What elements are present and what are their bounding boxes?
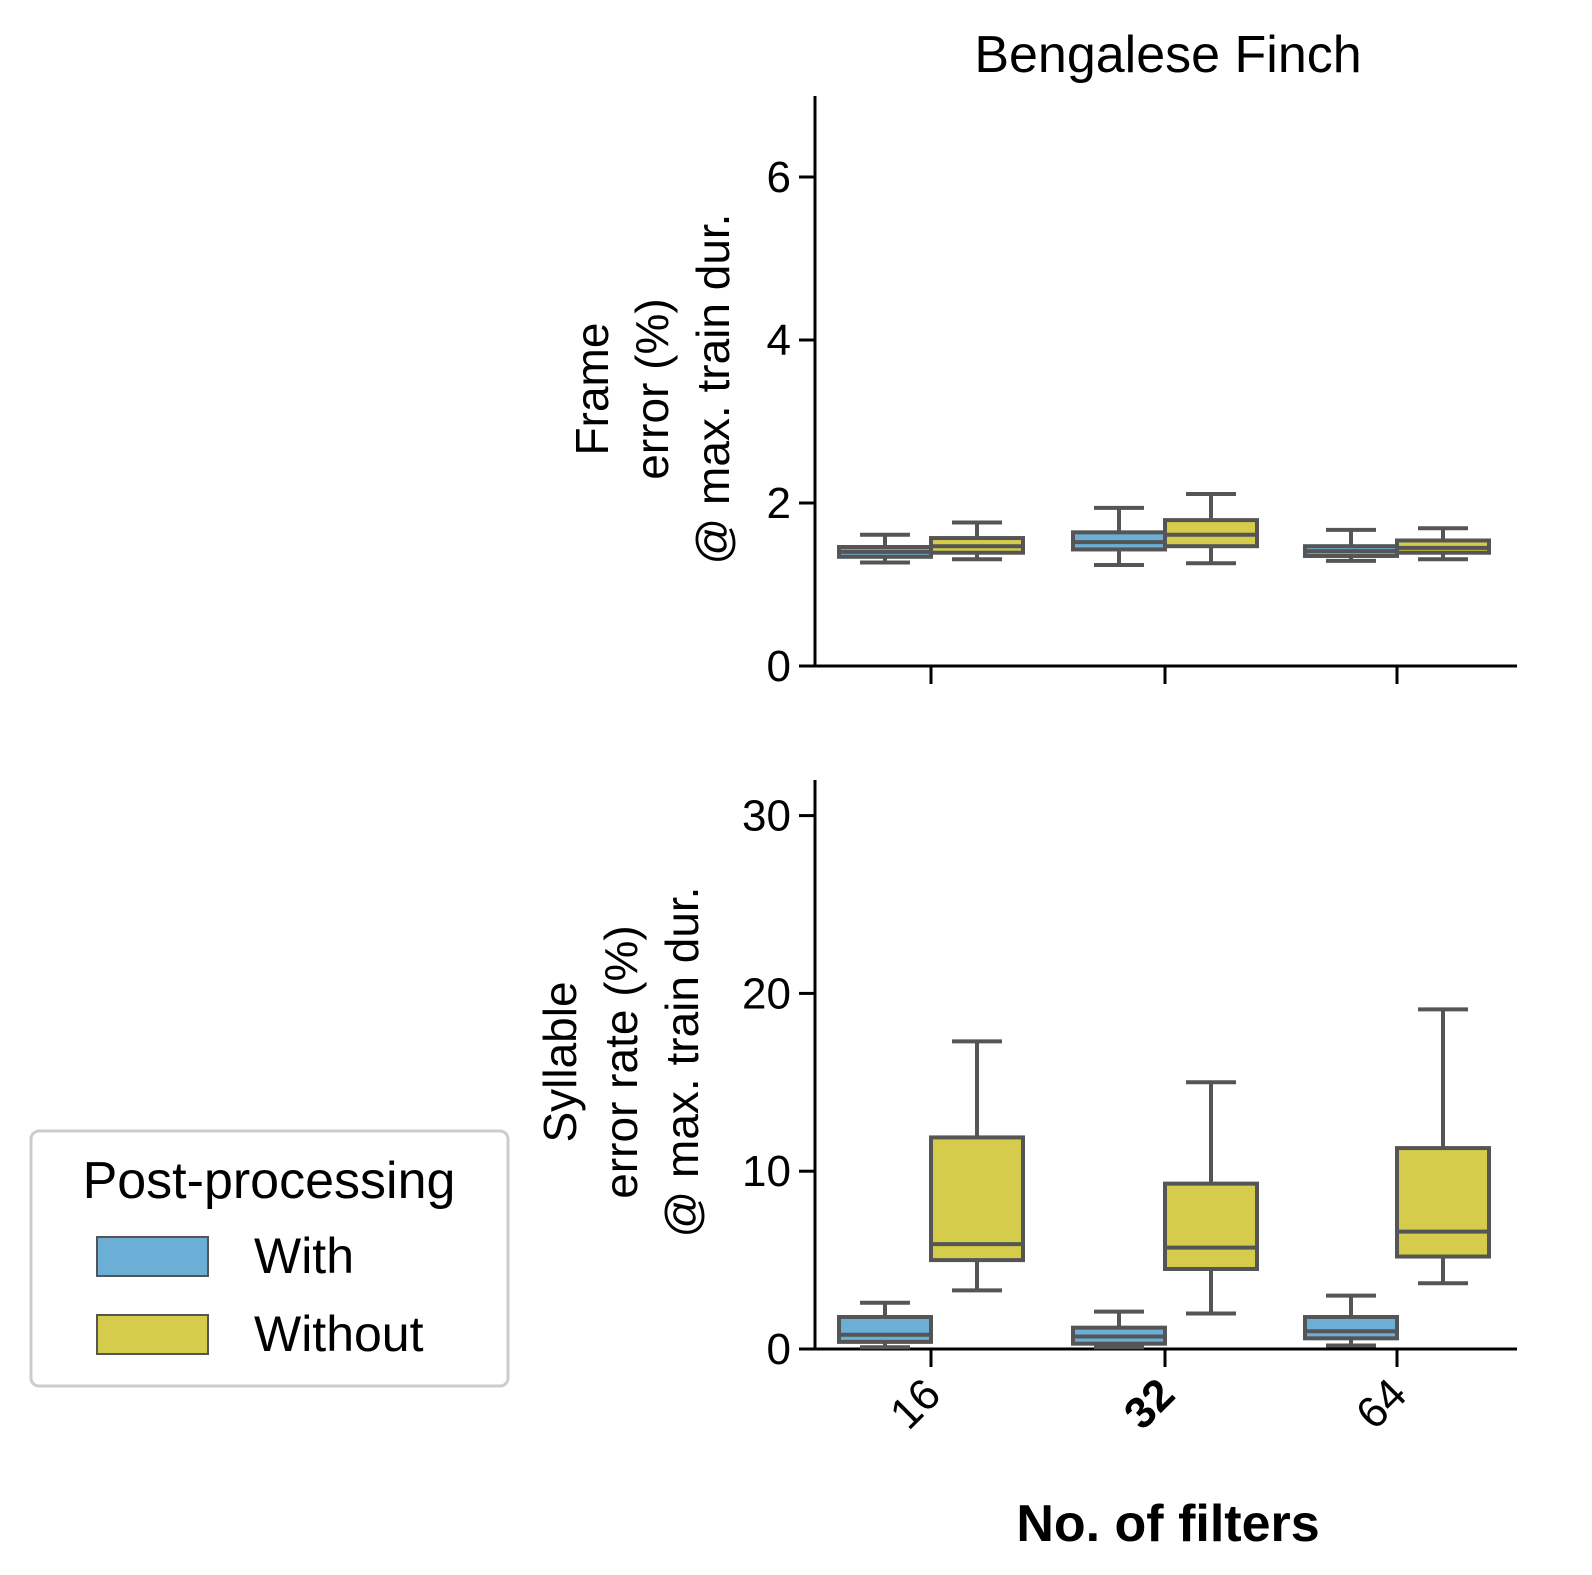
syllable-error-y-tick-label: 20 [742,969,791,1018]
frame-error-ylabel-line3: @ max. train dur. [687,214,739,565]
syllable-error-box-with [837,1300,933,1350]
box-iqr [1303,1314,1399,1341]
syllable-error-x-ticks: 16 32 64 [881,1349,1416,1439]
syllable-error-ylabel-line3: @ max. train dur. [656,887,708,1238]
legend-label-with: With [254,1228,354,1284]
syllable-error-x-tick-label: 16 [881,1369,950,1438]
syllable-error-ylabel-line2: error rate (%) [595,925,647,1198]
frame-error-x-ticks [929,666,1399,684]
frame-error-y-tick-label: 2 [767,479,791,528]
syllable-error-box-with [1071,1309,1167,1350]
frame-error-box-without [929,520,1025,562]
syllable-error-x-tick-label: 32 [1115,1369,1184,1438]
frame-error-boxes [837,492,1491,567]
syllable-error-box-without [1163,1080,1259,1316]
frame-error-box-with [1071,505,1167,567]
x-axis-label: No. of filters [1016,1495,1319,1553]
frame-error-box-with [837,532,933,565]
frame-error-panel: 0 2 4 6 Frame error (%) @ max. train dur. [566,96,1517,691]
legend-swatch-without [96,1314,209,1355]
syllable-error-y-tick-label: 30 [742,792,791,841]
frame-error-box-with [1303,527,1399,563]
box-iqr [1163,1181,1259,1271]
frame-error-y-tick-label: 4 [767,316,791,365]
frame-error-box-without [1395,526,1491,562]
syllable-error-boxes [837,1007,1491,1350]
frame-error-ylabel-line2: error (%) [626,298,678,479]
legend-label-without: Without [254,1306,424,1362]
box-iqr [837,1314,933,1344]
frame-error-y-tick-label: 6 [767,153,791,202]
syllable-error-box-without [929,1039,1025,1293]
syllable-error-box-with [1303,1293,1399,1348]
chart-title: Bengalese Finch [974,26,1361,84]
syllable-error-ylabel-line1: Syllable [534,981,586,1142]
syllable-error-y-tick-label: 10 [742,1147,791,1196]
frame-error-y-ticks: 0 2 4 6 [767,153,815,691]
legend-swatch-with [96,1236,209,1277]
syllable-error-panel: 0 10 20 30 16 32 64 Syllable error rate (%) @… [534,780,1517,1439]
syllable-error-y-ticks: 0 10 20 30 [742,792,815,1374]
frame-error-ylabel-line1: Frame [566,323,618,456]
legend-title: Post-processing [83,1152,456,1210]
frame-error-box-without [1163,492,1259,566]
box-iqr [929,1135,1025,1263]
legend: Post-processing With Without [29,1129,510,1388]
syllable-error-box-without [1395,1007,1491,1286]
frame-error-y-tick-label: 0 [767,642,791,691]
syllable-error-y-tick-label: 0 [767,1325,791,1374]
syllable-error-x-tick-label: 64 [1347,1369,1416,1438]
box-iqr [1395,1146,1491,1259]
